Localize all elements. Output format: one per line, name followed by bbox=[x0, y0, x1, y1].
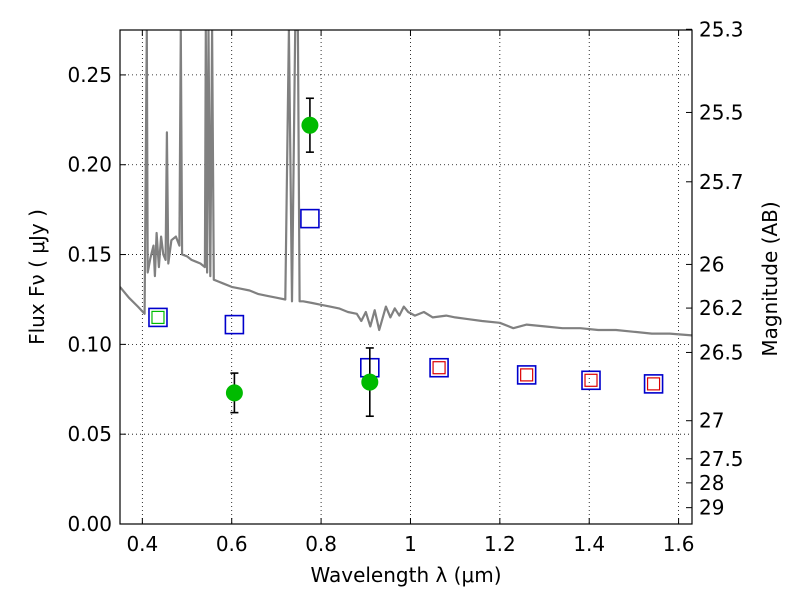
y2-tick-label: 26.5 bbox=[699, 340, 744, 364]
measured-flux-point bbox=[301, 116, 319, 134]
y-tick-label: 0.25 bbox=[67, 63, 112, 87]
model-flux-square bbox=[148, 307, 168, 328]
model-flux-square bbox=[429, 357, 449, 378]
y2-tick-label: 25.7 bbox=[699, 170, 744, 194]
y2-tick-label: 26 bbox=[699, 252, 724, 276]
model-flux-square bbox=[643, 374, 664, 394]
y2-tick-label: 27.5 bbox=[699, 447, 744, 471]
measured-flux-point bbox=[225, 384, 243, 402]
model-flux-square bbox=[516, 365, 537, 385]
y-tick-label: 0.15 bbox=[67, 243, 112, 267]
y2-tick-label: 25.3 bbox=[699, 17, 744, 41]
x-tick-label: 1 bbox=[404, 532, 417, 556]
y2-axis-label: Magnitude (AB) bbox=[758, 201, 782, 356]
model-flux-square bbox=[300, 208, 320, 229]
photometry-square bbox=[646, 377, 661, 391]
photometry-square bbox=[584, 373, 598, 387]
x-tick-label: 1.6 bbox=[663, 532, 695, 556]
model-flux-square bbox=[224, 314, 245, 335]
clipped-series bbox=[120, 30, 692, 418]
y2-tick-label: 28 bbox=[699, 471, 724, 495]
model-spectrum-line bbox=[120, 30, 692, 337]
x-tick-label: 1.4 bbox=[573, 532, 605, 556]
y2-tick-label: 29 bbox=[699, 496, 724, 520]
y-tick-label: 0.20 bbox=[67, 153, 112, 177]
y2-tick-label: 26.2 bbox=[699, 296, 744, 320]
x-tick-label: 0.8 bbox=[305, 532, 337, 556]
x-tick-label: 0.4 bbox=[126, 532, 158, 556]
photometry-square bbox=[520, 368, 534, 382]
model-flux-square bbox=[581, 370, 601, 391]
x-tick-label: 0.6 bbox=[216, 532, 248, 556]
y-tick-label: 0.05 bbox=[67, 422, 112, 446]
plot-area bbox=[120, 30, 692, 418]
y-tick-label: 0.00 bbox=[67, 512, 112, 536]
y-tick-label: 0.10 bbox=[67, 332, 112, 356]
measured-flux-point bbox=[361, 373, 379, 391]
plot-frame bbox=[119, 29, 693, 525]
y-axis-label: Flux Fν ( μJy ) bbox=[25, 209, 49, 345]
y2-tick-label: 25.5 bbox=[699, 100, 744, 124]
axis-ticks: 0.4 0.6 0.8 1 1.2 1.4 1.6 0.00 0.05 0.10 0.15 0.20 0… bbox=[67, 17, 743, 556]
photometry-square bbox=[432, 361, 446, 375]
y2-tick-label: 27 bbox=[699, 409, 724, 433]
x-tick-label: 1.2 bbox=[484, 532, 516, 556]
x-axis-label: Wavelength λ (μm) bbox=[310, 563, 501, 587]
photometry-square bbox=[151, 310, 165, 325]
